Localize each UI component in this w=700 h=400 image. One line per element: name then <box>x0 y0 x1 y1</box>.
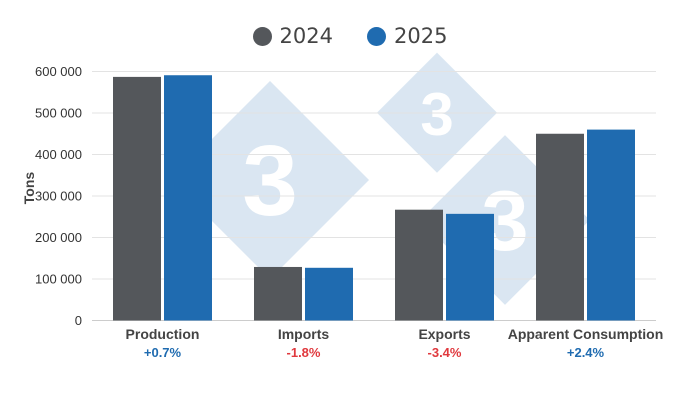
bar-2025-apparent-consumption <box>587 129 635 321</box>
svg-text:3: 3 <box>420 81 453 148</box>
legend: 2024 2025 <box>0 24 700 48</box>
x-tick-label: Imports <box>278 326 330 342</box>
change-label: +0.7% <box>144 345 182 360</box>
legend-marker-2025 <box>367 26 386 46</box>
y-tick-label: 300 000 <box>35 189 82 204</box>
x-tick-label: Exports <box>418 326 470 342</box>
watermark-logo: 3 3 3 <box>171 52 590 305</box>
change-label: -1.8% <box>287 345 321 360</box>
legend-marker-2024 <box>252 26 272 46</box>
y-axis-label: Tons <box>21 172 37 205</box>
change-label: +2.4% <box>567 345 605 360</box>
y-tick-label: 0 <box>75 313 82 328</box>
legend-item-2024[interactable]: 2024 <box>252 24 333 48</box>
y-tick-label: 400 000 <box>35 147 82 162</box>
bar-2025-exports <box>446 213 494 321</box>
change-label: -3.4% <box>428 345 462 360</box>
svg-text:3: 3 <box>242 125 298 237</box>
y-tick-label: 500 000 <box>35 106 82 121</box>
bar-2024-imports <box>254 266 302 321</box>
y-tick-label: 100 000 <box>35 272 82 287</box>
legend-item-2025[interactable]: 2025 <box>367 24 447 48</box>
y-tick-label: 600 000 <box>35 64 82 79</box>
bar-2024-apparent-consumption <box>536 133 584 321</box>
legend-label-2024: 2024 <box>279 24 333 48</box>
bar-2025-production <box>164 75 212 321</box>
y-tick-label: 200 000 <box>35 230 82 245</box>
x-tick-label: Production <box>126 326 200 342</box>
bar-2024-exports <box>395 209 443 321</box>
legend-label-2025: 2025 <box>394 24 448 48</box>
bar-2024-production <box>113 76 161 321</box>
x-tick-label: Apparent Consumption <box>508 326 664 342</box>
bar-2025-imports <box>305 267 353 321</box>
